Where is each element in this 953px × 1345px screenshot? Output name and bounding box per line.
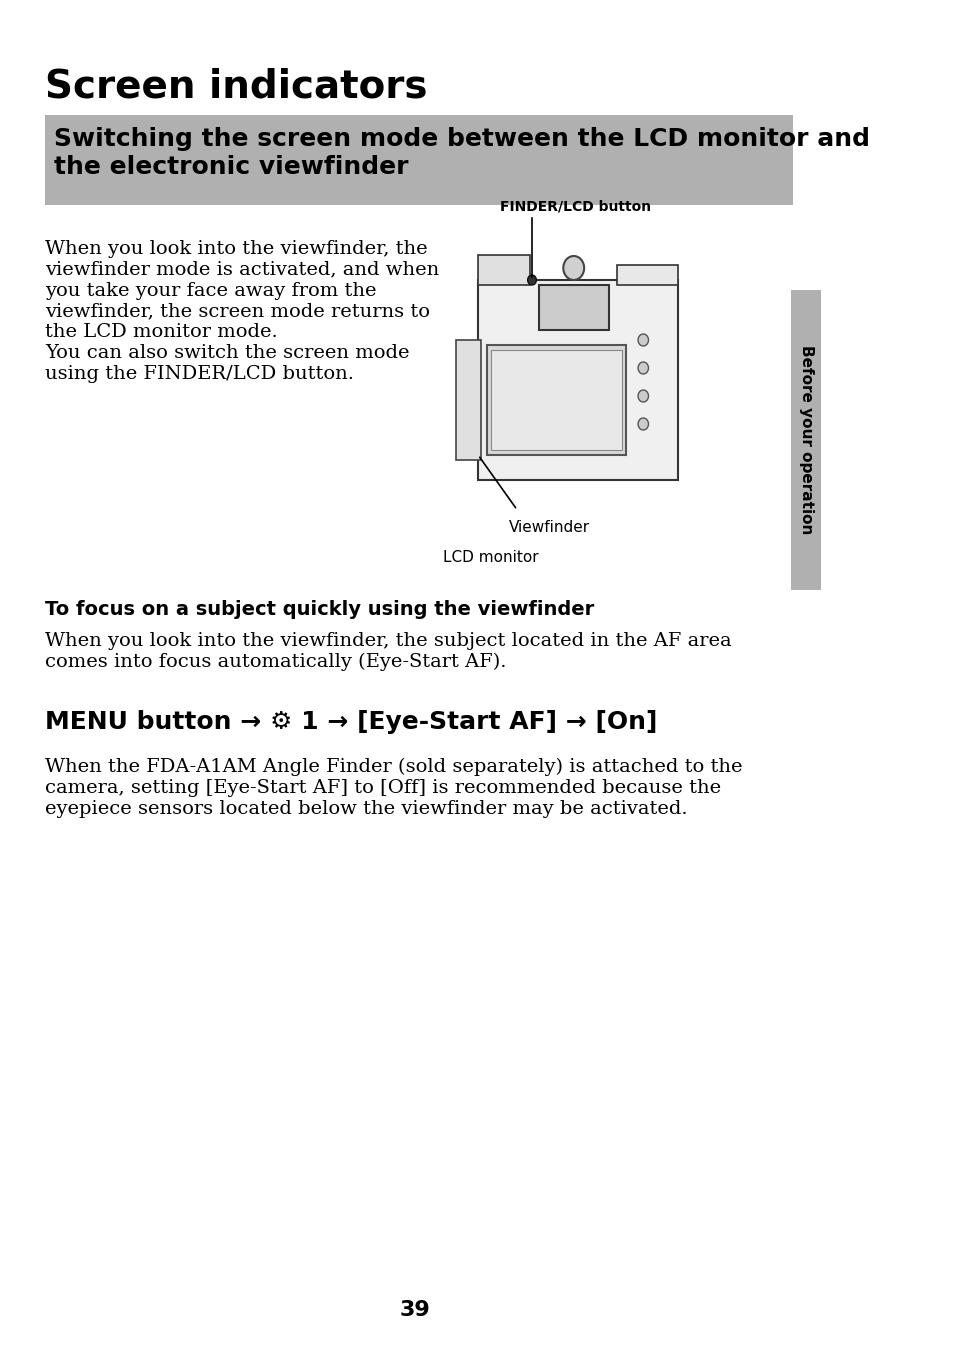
Text: FINDER/LCD button: FINDER/LCD button (499, 200, 650, 214)
Bar (486, 346, 625, 455)
Text: When you look into the viewfinder, the subject located in the AF area
comes into: When you look into the viewfinder, the s… (45, 632, 731, 671)
Bar (491, 350, 621, 451)
Bar (617, 265, 678, 285)
Circle shape (638, 418, 648, 430)
Text: Switching the screen mode between the LCD monitor and
the electronic viewfinder: Switching the screen mode between the LC… (53, 126, 869, 179)
Text: Viewfinder: Viewfinder (508, 521, 589, 535)
Bar (790, 291, 821, 590)
Bar (45, 116, 792, 204)
Text: LCD monitor: LCD monitor (443, 550, 538, 565)
Bar (538, 285, 608, 330)
Circle shape (638, 334, 648, 346)
Bar (456, 340, 480, 460)
Bar (477, 256, 530, 285)
Text: When you look into the viewfinder, the
viewfinder mode is activated, and when
yo: When you look into the viewfinder, the v… (45, 239, 439, 383)
Circle shape (562, 256, 583, 280)
Text: 39: 39 (399, 1301, 430, 1319)
Text: When the FDA-A1AM Angle Finder (sold separately) is attached to the
camera, sett: When the FDA-A1AM Angle Finder (sold sep… (45, 759, 742, 818)
Text: Before your operation: Before your operation (798, 346, 813, 535)
Circle shape (527, 274, 536, 285)
Text: To focus on a subject quickly using the viewfinder: To focus on a subject quickly using the … (45, 600, 594, 619)
Text: Screen indicators: Screen indicators (45, 69, 427, 106)
Text: MENU button → ⚙ 1 → [Eye-Start AF] → [On]: MENU button → ⚙ 1 → [Eye-Start AF] → [On… (45, 710, 657, 734)
Circle shape (638, 362, 648, 374)
Bar (477, 280, 678, 480)
Circle shape (638, 390, 648, 402)
